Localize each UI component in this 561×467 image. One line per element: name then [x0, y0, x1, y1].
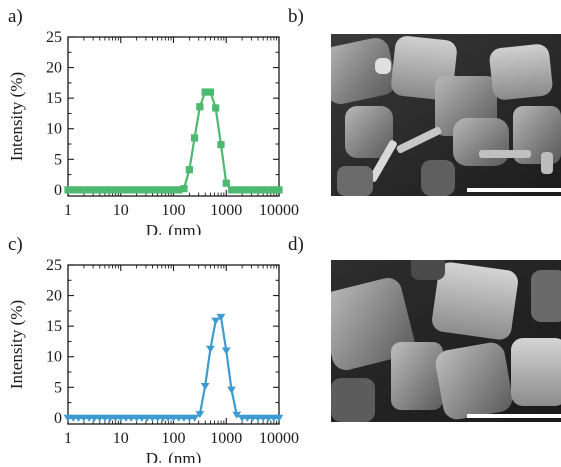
x-tick-label: 100 — [162, 202, 186, 219]
data-point — [275, 186, 283, 194]
x-tick-label: 10 — [113, 430, 129, 447]
y-tick-label: 20 — [46, 288, 62, 305]
data-point — [243, 186, 251, 194]
data-point — [64, 186, 72, 194]
data-point — [212, 104, 220, 112]
data-point — [85, 186, 93, 194]
panel-label-c: c) — [8, 234, 23, 255]
data-point — [254, 186, 262, 194]
data-point — [222, 179, 230, 187]
y-tick-label: 5 — [54, 151, 62, 168]
data-point — [233, 186, 241, 194]
y-tick-label: 20 — [46, 60, 62, 77]
y-axis-label: Intensity (%) — [7, 72, 26, 161]
dls-chart-c-svg: 0 5 10 15 20 25 1 10 100 1000 10000 Dh (nm) Intensit… — [7, 257, 299, 463]
sem-image-d-graphic — [331, 260, 561, 422]
data-point — [117, 186, 125, 194]
y-tick-label: 0 — [54, 182, 62, 199]
dls-chart-a: 0 5 10 15 20 25 1 10 100 1000 10000 Dh (nm) Intensit… — [0, 0, 300, 235]
sem-image-d — [331, 260, 561, 422]
plot-frame — [67, 36, 280, 197]
data-point — [175, 186, 183, 194]
y-tick-label: 25 — [46, 29, 62, 46]
data-point — [195, 411, 205, 419]
sem-scale-bar-b — [467, 188, 561, 192]
data-point — [196, 103, 204, 111]
data-point — [90, 186, 98, 194]
x-tick-label: 100 — [162, 430, 186, 447]
data-point — [80, 186, 88, 194]
data-point — [227, 186, 236, 194]
data-point — [154, 186, 162, 194]
x-tick-label: 10000 — [259, 202, 299, 219]
data-point — [190, 134, 199, 142]
y-tick-label: 5 — [54, 379, 62, 396]
data-point — [96, 186, 104, 194]
data-point — [201, 88, 209, 96]
sem-scale-bar-d — [467, 414, 561, 418]
data-point — [227, 386, 236, 394]
data-series-line — [68, 315, 279, 419]
data-point — [216, 313, 226, 321]
x-tick-label: 1 — [64, 430, 72, 447]
data-point — [206, 345, 215, 353]
data-point — [270, 186, 278, 194]
panel-label-d: d) — [288, 234, 304, 255]
data-point — [259, 186, 267, 194]
data-point — [221, 347, 231, 355]
y-axis-label: Intensity (%) — [7, 300, 26, 389]
x-tick-label: 1 — [64, 202, 72, 219]
data-point — [169, 186, 178, 194]
data-point — [180, 185, 188, 193]
sem-image-b — [331, 34, 561, 196]
data-point — [211, 317, 221, 325]
data-series-line — [68, 90, 279, 191]
y-tick-label: 10 — [46, 121, 62, 138]
data-point — [122, 186, 130, 194]
y-tick-label: 10 — [46, 349, 62, 366]
data-point — [206, 88, 215, 96]
data-point — [111, 186, 120, 194]
data-point — [164, 186, 172, 194]
data-point — [74, 186, 83, 194]
data-point — [185, 166, 193, 174]
x-tick-label: 1000 — [210, 430, 242, 447]
data-point — [127, 186, 135, 194]
panel-label-b: b) — [288, 6, 304, 27]
sem-image-b-graphic — [331, 34, 561, 196]
data-point — [249, 186, 257, 194]
dls-chart-a-svg: 0 5 10 15 20 25 1 10 100 1000 10000 Dh (nm) Intensit… — [7, 29, 299, 235]
data-point — [101, 186, 109, 194]
data-point — [148, 186, 156, 194]
y-tick-label: 0 — [54, 410, 62, 427]
data-point — [264, 186, 273, 194]
data-point — [138, 186, 146, 194]
data-point — [143, 186, 151, 194]
x-tick-label: 1000 — [210, 202, 242, 219]
data-point — [159, 186, 167, 194]
x-axis-label: Dh (nm) — [146, 221, 202, 235]
data-point — [232, 411, 242, 419]
data-point — [274, 414, 284, 422]
x-tick-label: 10000 — [259, 430, 299, 447]
data-point — [190, 414, 199, 422]
data-point — [217, 141, 225, 149]
data-point — [238, 186, 246, 194]
plot-frame — [67, 264, 280, 425]
x-tick-label: 10 — [113, 202, 129, 219]
y-tick-label: 15 — [46, 318, 62, 335]
x-axis-label: Dh (nm) — [146, 449, 202, 463]
panel-label-a: a) — [8, 6, 23, 27]
data-point — [106, 186, 114, 194]
y-tick-label: 15 — [46, 90, 62, 107]
data-point — [133, 186, 141, 194]
y-tick-label: 25 — [46, 257, 62, 274]
data-point — [200, 383, 210, 391]
dls-chart-c: 0 5 10 15 20 25 1 10 100 1000 10000 Dh (nm) Intensit… — [0, 228, 300, 463]
data-point — [69, 186, 77, 194]
